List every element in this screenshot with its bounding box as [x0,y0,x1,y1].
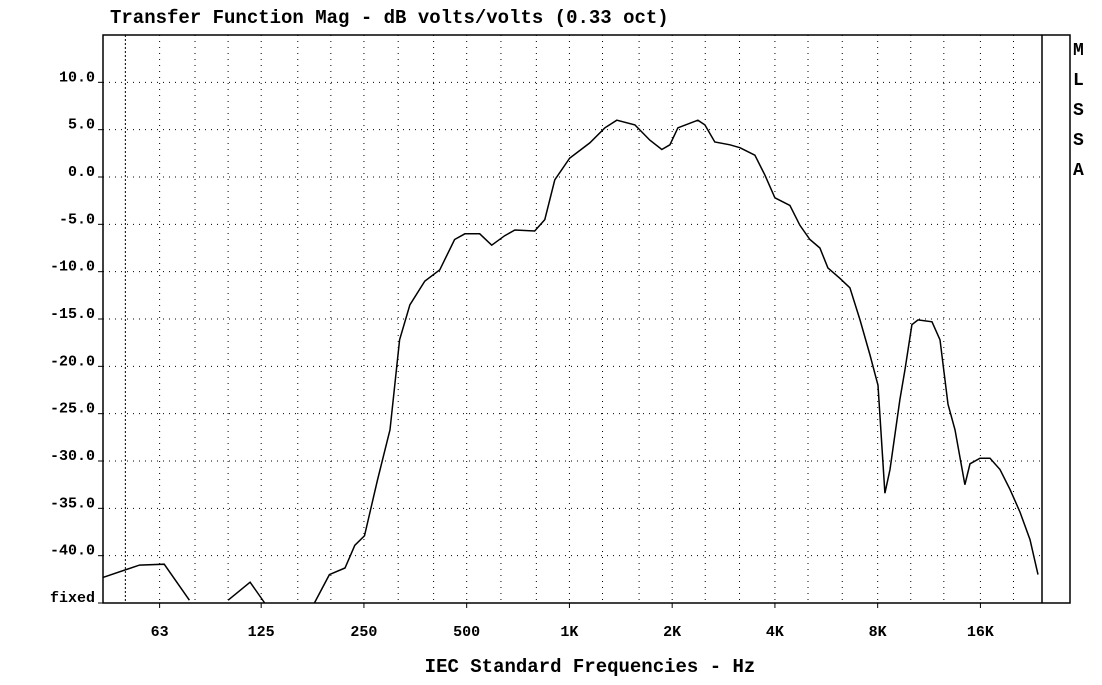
y-tick-label: -35.0 [50,495,95,512]
x-tick-label: 4K [766,624,784,641]
x-tick-label: 1K [560,624,578,641]
x-tick-label: 500 [453,624,480,641]
x-tick-label: 8K [869,624,887,641]
x-tick-label: 250 [350,624,377,641]
y-tick-label: -15.0 [50,306,95,323]
x-tick-label: 63 [151,624,169,641]
response-line [102,119,1039,604]
y-tick-label: 10.0 [59,69,95,86]
frame [102,34,1071,604]
chart-title: Transfer Function Mag - dB volts/volts (… [110,7,669,29]
x-tick-label: 16K [967,624,994,641]
y-tick-label: -25.0 [50,401,95,418]
side-label: MLSSA [1073,41,1084,181]
y-tick-label: fixed [50,590,95,607]
y-tick-label: -20.0 [50,353,95,370]
y-tick-label: -30.0 [50,448,95,465]
y-tick-label: -10.0 [50,259,95,276]
x-tick-label: 2K [663,624,681,641]
y-tick-label: -40.0 [50,543,95,560]
y-tick-label: 5.0 [68,117,95,134]
x-axis-label: IEC Standard Frequencies - Hz [425,656,756,678]
y-tick-label: -5.0 [59,211,95,228]
y-tick-label: 0.0 [68,164,95,181]
x-tick-label: 125 [248,624,275,641]
